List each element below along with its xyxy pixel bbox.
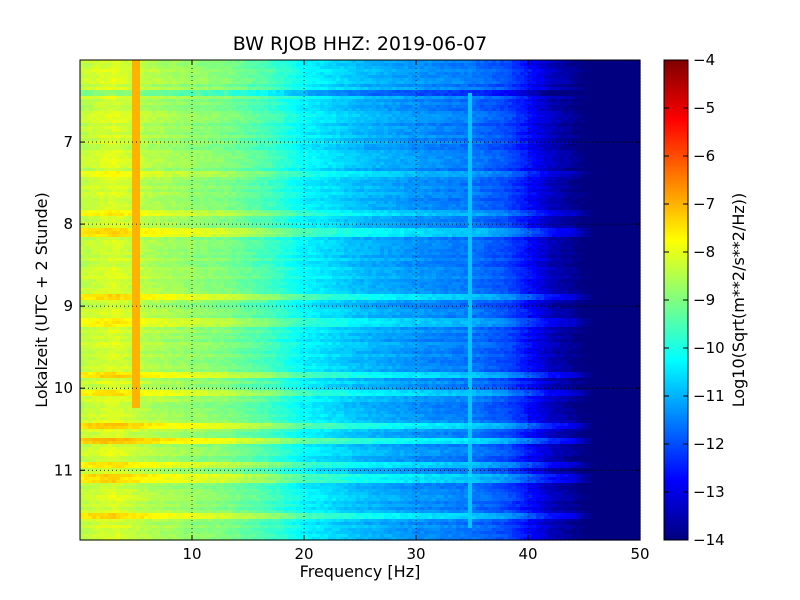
spectrogram-heatmap [80,60,641,541]
chart-title: BW RJOB HHZ: 2019-06-07 [233,33,487,55]
